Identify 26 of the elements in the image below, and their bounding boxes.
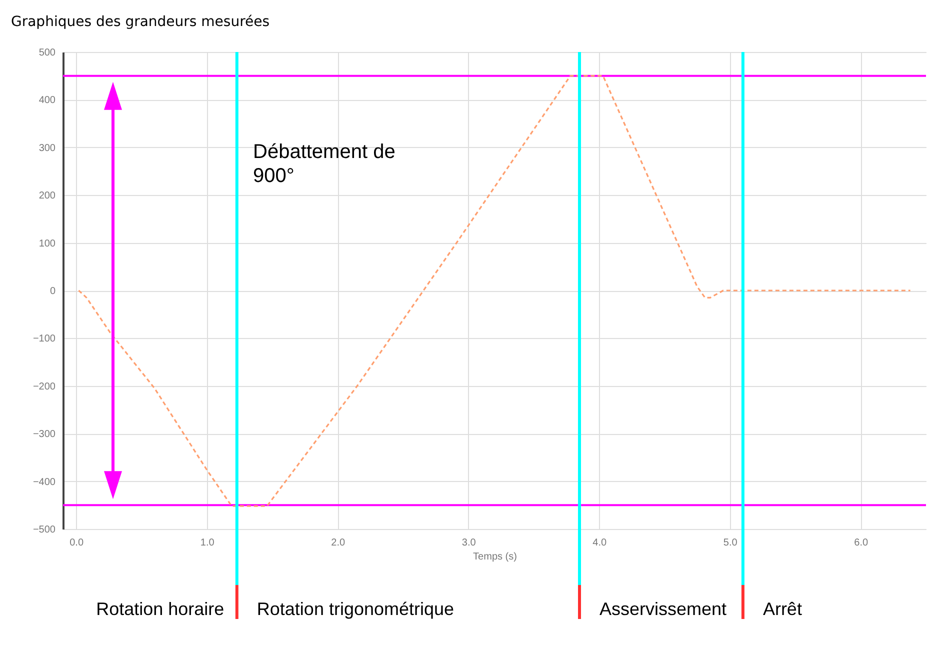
text: Rotation trigonométrique xyxy=(256,599,454,619)
x-tick-label: 0.0 xyxy=(70,538,84,548)
y-tick-label: −100 xyxy=(32,334,56,345)
y-tick-label: −300 xyxy=(32,429,56,440)
line-series xyxy=(78,75,912,507)
y-tick-label: 100 xyxy=(38,238,56,250)
x-tick-label: 4.0 xyxy=(592,538,607,548)
y-tick-label: −200 xyxy=(32,381,56,392)
chart-title: Graphiques des grandeurs mesurées xyxy=(11,14,270,30)
y-tick-label: 300 xyxy=(38,142,56,154)
x-tick-label: 3.0 xyxy=(462,538,476,548)
y-tick-label: 0 xyxy=(50,286,56,297)
y-tick-label: −500 xyxy=(32,524,56,536)
y-tick-label: 500 xyxy=(38,48,56,58)
y-tick-label: −400 xyxy=(32,476,56,488)
text: Asservissement xyxy=(599,599,727,619)
x-tick-label: 6.0 xyxy=(854,538,869,548)
y-tick-label: 400 xyxy=(38,95,56,106)
text: Arrêt xyxy=(762,599,802,619)
x-tick-label: 2.0 xyxy=(331,538,346,548)
text: Rotation horaire xyxy=(96,599,224,619)
x-tick-label: 1.0 xyxy=(200,538,215,548)
x-tick-label: 5.0 xyxy=(723,538,738,548)
x-axis-title: Temps (s) xyxy=(473,552,517,562)
annotation: Débattement de 900° xyxy=(253,141,396,187)
y-tick-label: 200 xyxy=(38,190,56,202)
